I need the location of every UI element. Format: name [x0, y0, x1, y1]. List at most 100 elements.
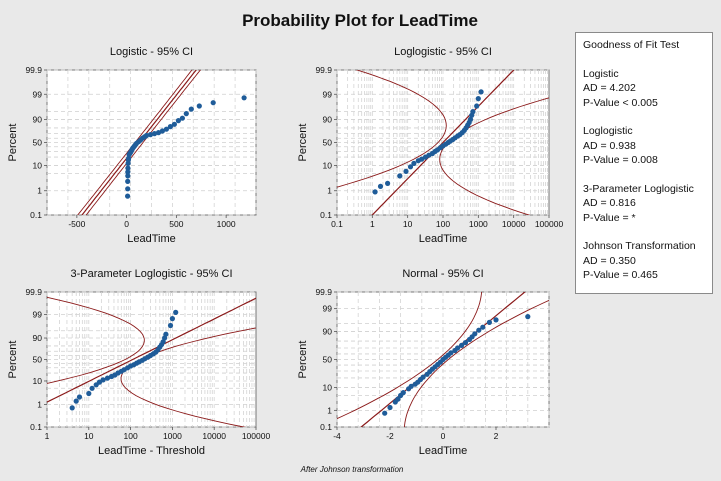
data-point [104, 375, 111, 381]
y-tick-label: 90 [33, 333, 43, 343]
data-point [69, 405, 75, 411]
x-tick-label: 10000 [202, 431, 226, 441]
data-point [407, 164, 414, 170]
panel-title: Logistic - 95% CI [110, 46, 193, 58]
fit-line [371, 70, 515, 215]
data-point [525, 314, 531, 320]
data-point [411, 160, 417, 166]
data-point [382, 410, 388, 416]
x-tick-label: 10 [84, 431, 94, 441]
data-point [387, 404, 393, 411]
gof-loglogistic-ad: AD = 0.938 [583, 139, 636, 152]
data-point [467, 116, 474, 122]
gof-johnson-p: P-Value = 0.465 [583, 269, 658, 281]
y-tick-label: 10 [323, 161, 333, 171]
x-tick-label: 10 [403, 219, 413, 229]
x-tick-label: 500 [169, 219, 183, 229]
goodness-of-fit-box: Goodness of Fit Test Logistic AD = 4.202… [575, 32, 713, 294]
data-point [173, 309, 179, 315]
x-axis-label: LeadTime - Threshold [98, 445, 205, 457]
panel-title: Loglogistic - 95% CI [394, 46, 492, 58]
data-point [493, 317, 499, 323]
x-axis-label: LeadTime [127, 233, 176, 245]
y-tick-label: 0.1 [320, 210, 332, 220]
data-point [486, 319, 492, 325]
y-tick-label: 1 [327, 405, 332, 415]
y-tick-label: 50 [323, 138, 333, 148]
main-title: Probability Plot for LeadTime [242, 11, 478, 30]
data-point [73, 398, 79, 404]
x-tick-label: -4 [333, 431, 341, 441]
y-tick-label: 1 [327, 186, 332, 196]
fit-line [47, 297, 256, 403]
data-point [408, 383, 414, 389]
data-point [403, 168, 409, 174]
x-tick-label: -2 [386, 431, 394, 441]
x-tick-label: 10000 [502, 219, 526, 229]
y-tick-label: 99.9 [315, 65, 332, 75]
data-point [480, 324, 486, 330]
data-point [395, 396, 401, 402]
gof-loglogistic-name: Loglogistic [583, 125, 633, 137]
data-point [167, 124, 173, 130]
x-tick-label: 2 [494, 431, 499, 441]
y-tick-label: 90 [323, 114, 333, 124]
data-point [470, 109, 476, 115]
y-tick-label: 99 [323, 89, 333, 99]
gof-johnson-name: Johnson Transformation [583, 240, 696, 252]
data-point [155, 130, 162, 136]
y-tick-label: 50 [33, 355, 43, 365]
y-tick-label: 0.1 [30, 422, 42, 432]
y-tick-label: 99.9 [25, 287, 42, 297]
data-point [462, 340, 469, 346]
data-point [478, 89, 484, 95]
y-tick-label: 99 [33, 310, 43, 320]
ci-upper-line [403, 299, 549, 427]
y-tick-label: 50 [33, 138, 43, 148]
y-tick-label: 0.1 [320, 422, 332, 432]
data-point [86, 390, 92, 397]
gof-heading: Goodness of Fit Test [583, 39, 680, 51]
data-point [125, 193, 131, 199]
gof-logistic-p: P-Value < 0.005 [583, 96, 658, 109]
data-point [397, 173, 403, 179]
data-point [448, 350, 454, 356]
y-tick-label: 99 [323, 304, 333, 314]
x-tick-label: 1000 [469, 219, 488, 229]
ci-upper-line [85, 70, 201, 215]
x-tick-label: 1 [45, 431, 50, 441]
data-point [125, 173, 131, 179]
data-point [171, 121, 177, 127]
data-point [372, 189, 378, 195]
x-tick-label: 100 [124, 431, 138, 441]
y-tick-label: 1 [37, 399, 42, 409]
plot-area [46, 291, 257, 428]
gof-johnson-ad: AD = 0.350 [583, 254, 636, 267]
y-tick-label: 99.9 [315, 287, 332, 297]
data-point [475, 96, 481, 102]
panel-1: 0.1 1 10 50 90 99 99.9 -500 0 500 1000 Logistic - 9… [7, 46, 257, 245]
data-point [89, 385, 95, 391]
data-point [151, 131, 158, 137]
data-point [167, 322, 174, 329]
x-tick-label: 1 [370, 219, 375, 229]
data-point [455, 345, 461, 351]
data-point [100, 377, 106, 383]
y-tick-label: 99.9 [25, 65, 42, 75]
gof-loglogistic-p: P-Value = 0.008 [583, 154, 658, 166]
data-point [459, 342, 465, 348]
data-point [169, 316, 175, 322]
data-point [385, 180, 391, 186]
y-tick-label: 1 [37, 186, 42, 196]
y-tick-label: 90 [323, 326, 333, 336]
panel-title: 3-Parameter Loglogistic - 95% CI [70, 268, 232, 280]
gof-3p-loglogistic-p: P-Value = * [583, 211, 636, 224]
data-point [76, 394, 83, 400]
x-tick-label: 0.1 [331, 219, 343, 229]
data-point [159, 128, 165, 134]
x-tick-label: 100 [436, 219, 450, 229]
data-point [188, 106, 194, 112]
data-point [143, 132, 150, 139]
